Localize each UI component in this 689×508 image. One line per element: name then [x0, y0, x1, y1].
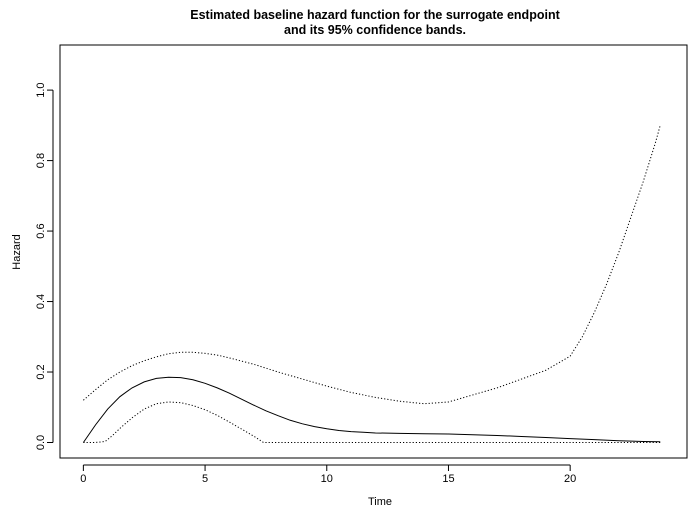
upper-confidence-band-line	[83, 125, 661, 405]
x-tick-label: 5	[202, 473, 208, 485]
x-tick-label: 0	[80, 473, 86, 485]
x-axis: 0 5 10 15 20	[80, 464, 576, 485]
y-tick-label: 0.2	[35, 364, 47, 379]
y-tick-label: 0.4	[35, 294, 47, 309]
hazard-estimate-line	[82, 376, 661, 443]
x-tick-label: 20	[564, 473, 576, 485]
y-axis-label: Hazard	[11, 234, 23, 269]
y-tick-label: 1.0	[35, 82, 47, 97]
series-layer	[82, 125, 661, 443]
chart-title: Estimated baseline hazard function for t…	[190, 8, 560, 22]
plot-frame	[59, 44, 688, 459]
chart-subtitle: and its 95% confidence bands.	[284, 23, 466, 37]
y-tick-label: 0.0	[35, 435, 47, 450]
y-tick-label: 0.6	[35, 223, 47, 238]
y-tick-label: 0.8	[35, 153, 47, 168]
x-tick-label: 10	[321, 473, 333, 485]
x-tick-label: 15	[442, 473, 454, 485]
x-axis-label: Time	[368, 496, 392, 508]
y-axis: 0.0 0.2 0.4 0.6 0.8 1.0	[35, 82, 54, 450]
lower-confidence-band-line	[83, 401, 661, 443]
